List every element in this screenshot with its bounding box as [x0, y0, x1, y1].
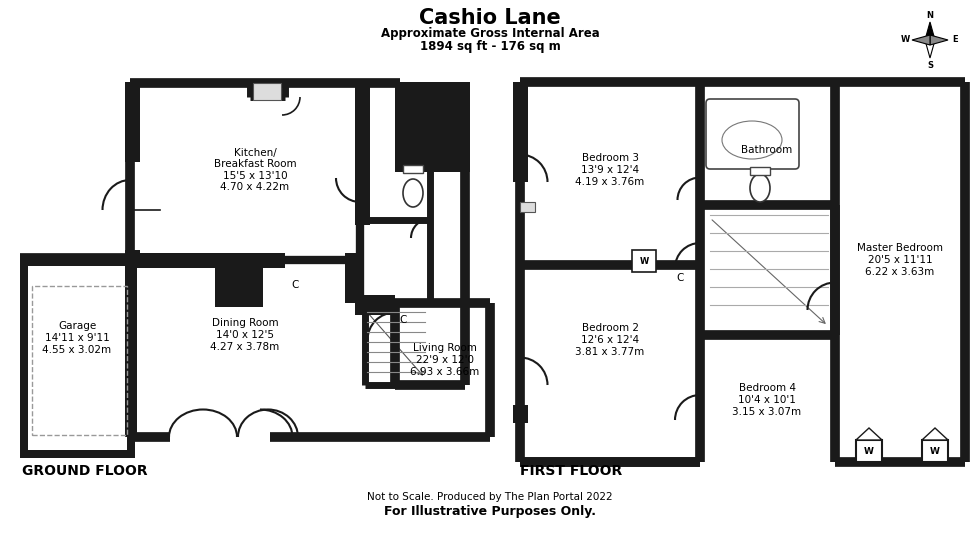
Text: S: S	[927, 61, 933, 69]
Bar	[125, 82, 140, 162]
Bar	[355, 82, 370, 167]
Text: C: C	[399, 315, 407, 325]
Polygon shape	[925, 22, 935, 40]
Bar	[395, 82, 470, 172]
Ellipse shape	[722, 121, 782, 159]
Bar	[20, 258, 28, 458]
Text: Bedroom 4
10'4 x 10'1
3.15 x 3.07m: Bedroom 4 10'4 x 10'1 3.15 x 3.07m	[732, 383, 802, 417]
Bar	[403, 165, 423, 173]
Bar	[520, 82, 700, 265]
Bar	[835, 82, 965, 462]
Text: For Illustrative Purposes Only.: For Illustrative Purposes Only.	[384, 505, 596, 518]
Bar	[360, 82, 465, 385]
Bar	[32, 286, 127, 435]
Text: Not to Scale. Produced by The Plan Portal 2022: Not to Scale. Produced by The Plan Porta…	[368, 492, 612, 502]
Bar	[125, 258, 137, 436]
Text: Approximate Gross Internal Area: Approximate Gross Internal Area	[380, 27, 600, 40]
Bar	[513, 405, 528, 423]
Text: Master Bedroom
20'5 x 11'11
6.22 x 3.63m: Master Bedroom 20'5 x 11'11 6.22 x 3.63m	[857, 243, 943, 277]
Bar	[125, 250, 140, 265]
Text: Bathroom: Bathroom	[742, 145, 793, 155]
Bar	[127, 258, 135, 458]
Text: Cashio Lane: Cashio Lane	[419, 8, 561, 28]
Ellipse shape	[403, 179, 423, 207]
Bar	[215, 262, 263, 307]
Bar	[360, 303, 490, 437]
Text: Bedroom 2
12'6 x 12'4
3.81 x 3.77m: Bedroom 2 12'6 x 12'4 3.81 x 3.77m	[575, 323, 645, 357]
Bar	[520, 202, 535, 212]
Polygon shape	[856, 428, 882, 440]
Bar	[130, 253, 285, 268]
Text: Bedroom 3
13'9 x 12'4
4.19 x 3.76m: Bedroom 3 13'9 x 12'4 4.19 x 3.76m	[575, 154, 645, 186]
Bar	[922, 440, 948, 462]
Ellipse shape	[750, 174, 770, 202]
Text: N: N	[926, 11, 934, 19]
Bar	[20, 450, 135, 458]
Bar	[700, 82, 835, 205]
Bar	[520, 265, 700, 415]
Bar	[700, 205, 835, 335]
Text: GROUND FLOOR: GROUND FLOOR	[22, 464, 148, 478]
Text: Dining Room
14'0 x 12'5
4.27 x 3.78m: Dining Room 14'0 x 12'5 4.27 x 3.78m	[211, 318, 279, 352]
Text: W: W	[639, 257, 649, 265]
Bar	[750, 167, 770, 175]
Text: Garage
14'11 x 9'11
4.55 x 3.02m: Garage 14'11 x 9'11 4.55 x 3.02m	[42, 322, 112, 354]
Text: 1894 sq ft - 176 sq m: 1894 sq ft - 176 sq m	[419, 40, 561, 53]
Polygon shape	[922, 428, 948, 440]
Text: C: C	[291, 280, 299, 290]
Text: E: E	[953, 35, 957, 45]
Text: FIRST FLOOR: FIRST FLOOR	[520, 464, 622, 478]
Bar	[20, 258, 135, 266]
Text: Kitchen/
Breakfast Room
15'5 x 13'10
4.70 x 4.22m: Kitchen/ Breakfast Room 15'5 x 13'10 4.7…	[214, 148, 296, 192]
Bar	[345, 253, 363, 303]
Text: W: W	[864, 446, 874, 455]
Bar	[355, 160, 370, 225]
Bar	[513, 82, 528, 182]
Text: C: C	[676, 273, 684, 283]
Bar	[700, 335, 835, 462]
Text: W: W	[930, 446, 940, 455]
Bar	[856, 440, 882, 462]
Text: Living Room
22'9 x 12'0
6.93 x 3.66m: Living Room 22'9 x 12'0 6.93 x 3.66m	[411, 343, 479, 376]
Bar	[253, 83, 281, 100]
Bar	[355, 295, 395, 315]
Polygon shape	[925, 40, 935, 58]
Polygon shape	[930, 35, 948, 45]
Polygon shape	[912, 35, 930, 45]
Bar	[632, 250, 656, 272]
Bar	[130, 82, 400, 435]
Text: W: W	[901, 35, 909, 45]
Bar	[20, 258, 135, 458]
FancyBboxPatch shape	[706, 99, 799, 169]
